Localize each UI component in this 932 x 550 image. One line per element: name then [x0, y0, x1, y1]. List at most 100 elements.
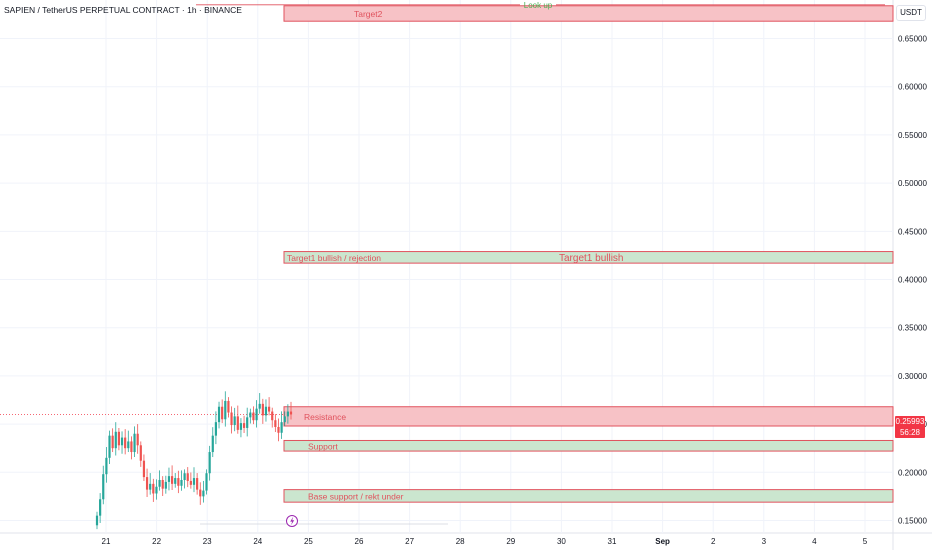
zone-label: Resistance [304, 412, 346, 422]
currency-button[interactable]: USDT [896, 5, 926, 21]
candle-body [224, 400, 227, 420]
zone-label: Support [308, 441, 338, 451]
zone-box [283, 489, 894, 503]
candle-body [114, 431, 117, 449]
candle-body [183, 473, 186, 480]
x-tick-label: 30 [557, 537, 566, 546]
candle-body [274, 420, 277, 427]
last-price: 0.25993 [895, 417, 925, 426]
candle-body [230, 412, 233, 426]
candle-body [136, 433, 139, 446]
x-tick-label: 2 [711, 537, 716, 546]
x-tick-label: 5 [863, 537, 868, 546]
lightning-icon [290, 516, 295, 526]
candle-body [111, 435, 114, 449]
lookup-line: Look up [196, 1, 885, 10]
candle-body [120, 437, 124, 446]
candle-body [99, 499, 102, 516]
candle-body [133, 433, 136, 453]
candle-body [277, 426, 280, 433]
candle-body [267, 406, 271, 412]
x-tick-label: 31 [608, 537, 617, 546]
candle-body [283, 416, 286, 423]
lookup-label: Look up [524, 1, 553, 10]
candle-body [189, 480, 192, 485]
zone-label: Target1 bullish / rejection [287, 253, 381, 263]
candle-body [227, 400, 230, 413]
candle-body [199, 489, 202, 497]
candle-body [258, 403, 261, 409]
candle-body [261, 403, 264, 416]
candle-body [217, 406, 221, 423]
x-axis: 21 22 23 24 25 26 27 28 29 30 31 Sep 2 3 4 5 [102, 537, 868, 546]
candle-body [186, 473, 189, 481]
y-tick-label: 0.50000 [898, 179, 927, 188]
candle-body [208, 452, 211, 474]
candle-body [239, 423, 243, 430]
y-tick-label: 0.15000 [898, 516, 927, 525]
x-tick-label: 29 [506, 537, 515, 546]
candle-body [264, 406, 268, 416]
candle-body [289, 411, 293, 415]
y-tick-label: 0.65000 [898, 35, 927, 44]
bar-countdown: 56:28 [899, 428, 921, 437]
candle-body [202, 490, 205, 497]
candle-body [117, 431, 121, 446]
candle-body [161, 479, 164, 489]
candle-body [139, 445, 142, 461]
candle-body [236, 416, 239, 430]
x-tick-label: 22 [152, 537, 161, 546]
zone-label: Target2 [354, 9, 383, 19]
x-tick-label: 28 [456, 537, 465, 546]
zone-box [283, 439, 894, 452]
candle-body [205, 473, 208, 491]
candle-body [286, 411, 289, 417]
y-tick-label: 0.40000 [898, 276, 927, 285]
x-tick-label: 27 [405, 537, 414, 546]
x-tick-label: 25 [304, 537, 313, 546]
candle-body [158, 479, 161, 487]
zone-label: Base support / rekt under [308, 491, 404, 501]
symbol-title: SAPIEN / TetherUS PERPETUAL CONTRACT · 1… [4, 5, 242, 15]
candle-body [145, 477, 149, 490]
candle-body [167, 476, 171, 482]
candle-body [102, 474, 105, 500]
y-tick-label: 0.35000 [898, 324, 927, 333]
candle-body [249, 412, 252, 418]
candle-body [255, 408, 258, 421]
candle-body [164, 481, 167, 489]
x-tick-label: Sep [655, 537, 670, 546]
candle-body [196, 478, 199, 490]
y-axis: 0.150000.200000.250000.300000.350000.400… [898, 35, 927, 526]
candle-body [174, 478, 177, 484]
y-tick-label: 0.20000 [898, 468, 927, 477]
candle-body [177, 478, 180, 486]
candle-body [105, 457, 108, 475]
candle-body [152, 483, 155, 494]
y-tick-label: 0.45000 [898, 227, 927, 236]
y-tick-label: 0.60000 [898, 83, 927, 92]
candle-body [180, 479, 183, 486]
candle-body [221, 406, 224, 420]
extras [200, 515, 448, 527]
candle-body [142, 460, 146, 478]
candle-body [280, 422, 283, 433]
candle-body [246, 417, 249, 428]
last-price-tag: 0.25993 56:28 [895, 416, 925, 438]
candle-body [192, 478, 196, 485]
candle-body [214, 422, 218, 436]
candle-body [252, 412, 255, 421]
x-tick-label: 3 [762, 537, 767, 546]
zones: Target2 Target1 bullish / rejection Target… [283, 5, 894, 503]
candle-body [108, 435, 111, 458]
candle-body [242, 423, 246, 428]
x-tick-label: 4 [812, 537, 817, 546]
y-tick-label: 0.55000 [898, 131, 927, 140]
x-tick-label: 23 [203, 537, 212, 546]
zone-box [283, 406, 894, 427]
zone-box [283, 251, 894, 264]
candles [95, 391, 293, 530]
candle-body [233, 416, 236, 426]
candle-body [170, 476, 174, 484]
